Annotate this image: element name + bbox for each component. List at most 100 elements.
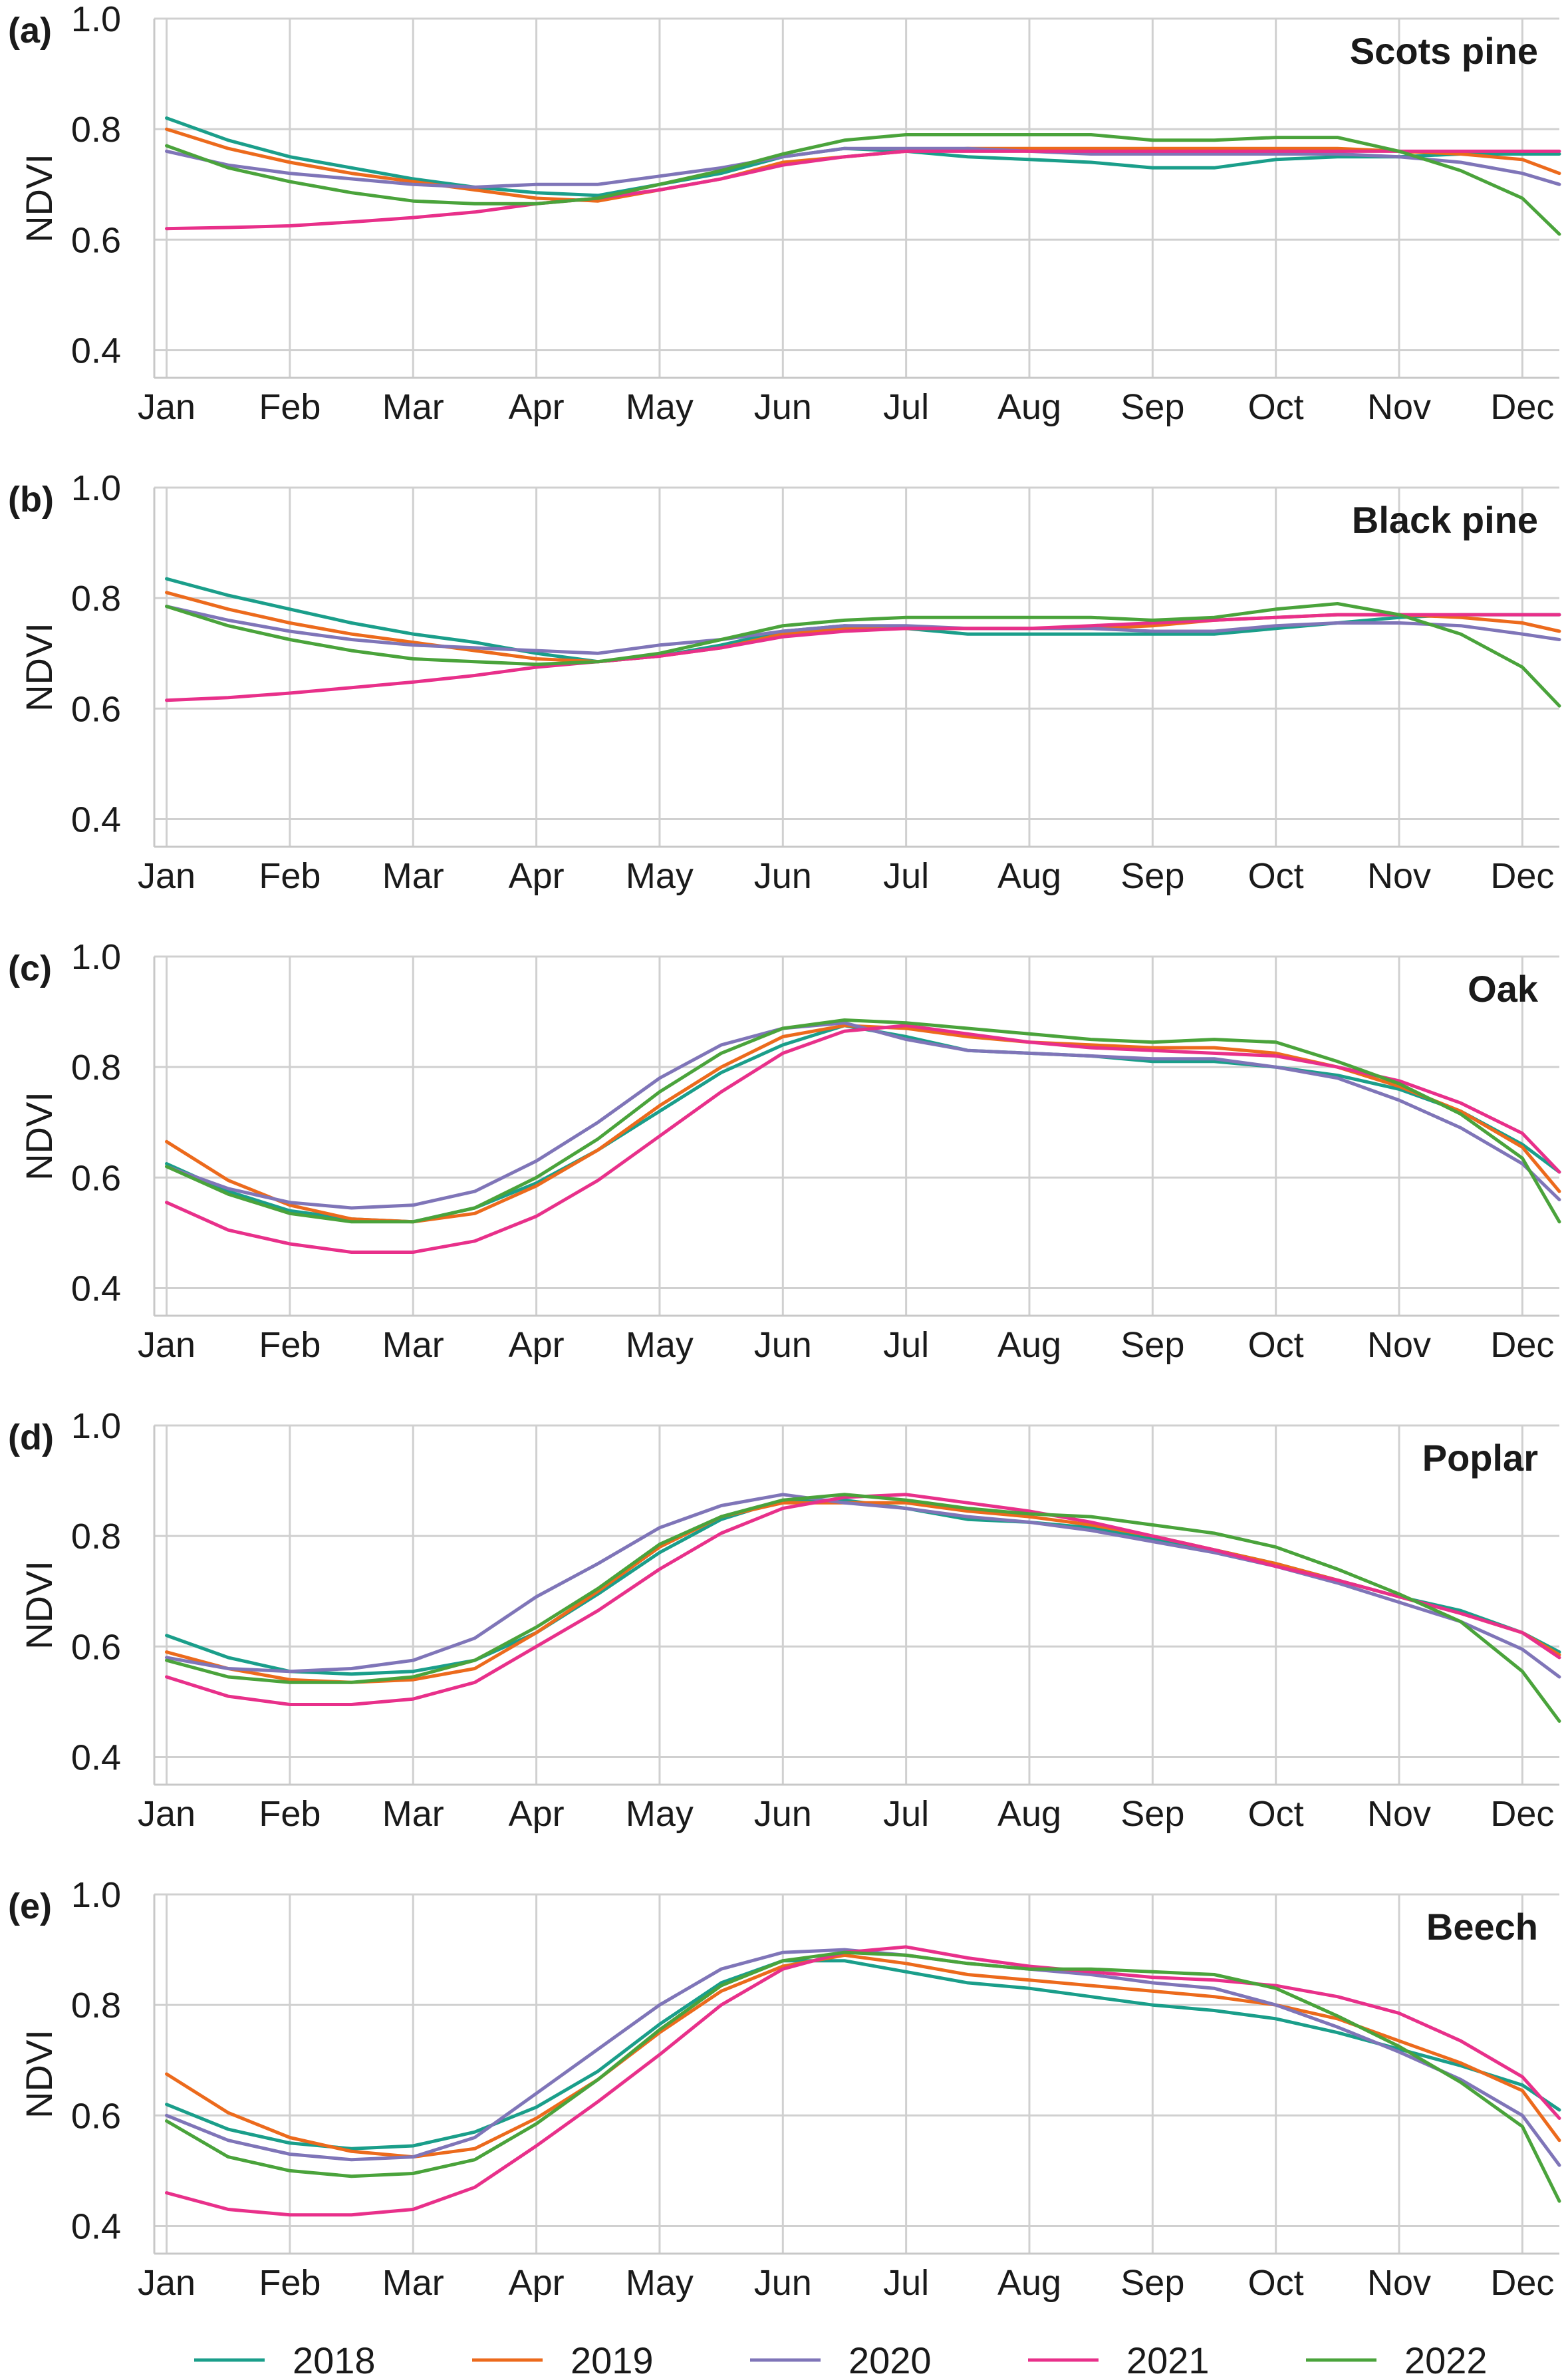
x-tick-label: Nov (1367, 1794, 1431, 1834)
x-tick-label: Nov (1367, 1325, 1431, 1365)
x-tick-label: Oct (1248, 856, 1304, 896)
panel-title: Oak (1468, 968, 1539, 1010)
x-tick-label: Nov (1367, 856, 1431, 896)
panel-label: (b) (8, 480, 54, 520)
x-tick-label: Jan (138, 2263, 196, 2303)
panel-title: Black pine (1352, 499, 1538, 541)
panel-oak: 0.4 0.6 0.8 1.0 Jan Feb Mar Apr May Jun Jul Aug Sep O… (8, 937, 1561, 1365)
y-tick-label: 1.0 (71, 1406, 121, 1446)
x-tick-label: Dec (1490, 387, 1554, 427)
x-tick-label: Feb (259, 387, 321, 427)
series-line-2022 (165, 602, 1561, 708)
x-tick-label: Jun (754, 856, 812, 896)
x-tick-label: Dec (1490, 856, 1554, 896)
panel-title: Beech (1426, 1906, 1538, 1948)
x-tick-label: Jan (138, 1325, 196, 1365)
y-axis-label: NDVI (18, 2029, 60, 2119)
x-tick-label: Jun (754, 387, 812, 427)
x-tick-label: Mar (382, 1325, 444, 1365)
panel-title: Scots pine (1350, 30, 1538, 72)
x-tick-label: Jan (138, 856, 196, 896)
series-line-2018 (165, 1959, 1561, 2151)
x-tick-label: Sep (1120, 387, 1184, 427)
x-tick-label: Apr (509, 856, 565, 896)
series-line-2022 (165, 1493, 1561, 1723)
x-tick-label: Aug (997, 1794, 1061, 1834)
x-tick-label: Feb (259, 1325, 321, 1365)
x-tick-label: Mar (382, 1794, 444, 1834)
y-tick-label: 0.6 (71, 689, 121, 729)
legend: 2018 2019 2020 2021 2022 (194, 2339, 1488, 2380)
x-tick-label: Jul (883, 1325, 929, 1365)
y-axis-label: NDVI (18, 154, 60, 243)
y-tick-label: 0.4 (71, 1737, 121, 1777)
series-line-2019 (165, 1953, 1561, 2159)
y-tick-label: 0.4 (71, 1268, 121, 1308)
legend-item-2021: 2021 (1028, 2339, 1210, 2380)
x-tick-label: Sep (1120, 1325, 1184, 1365)
series-line-2019 (165, 1501, 1561, 1684)
x-tick-label: Dec (1490, 1794, 1554, 1834)
x-tick-label: Dec (1490, 2263, 1554, 2303)
y-tick-label: 1.0 (71, 0, 121, 39)
series-line-2020 (165, 605, 1561, 655)
panels: 0.4 0.6 0.8 1.0 Jan Feb Mar Apr May Jun Jul Aug Sep O… (8, 0, 1561, 2303)
x-tick-label: Jan (138, 387, 196, 427)
x-tick-label: Jul (883, 856, 929, 896)
legend-label: 2019 (571, 2339, 654, 2380)
series-line-2022 (165, 133, 1561, 236)
panel-black-pine: 0.4 0.6 0.8 1.0 Jan Feb Mar Apr May Jun Jul Aug Sep O… (8, 468, 1561, 896)
x-tick-label: May (626, 2263, 694, 2303)
y-tick-label: 0.4 (71, 800, 121, 839)
y-axis-label: NDVI (18, 1561, 60, 1650)
panel-label: (d) (8, 1417, 54, 1457)
legend-label: 2018 (293, 2339, 376, 2380)
x-tick-label: Jan (138, 1794, 196, 1834)
series-line-2022 (165, 1018, 1561, 1224)
series-line-2020 (165, 1948, 1561, 2167)
series-line-2021 (165, 1945, 1561, 2217)
x-tick-label: Oct (1248, 1325, 1304, 1365)
panel-label: (e) (8, 1886, 52, 1926)
legend-label: 2021 (1126, 2339, 1210, 2380)
x-tick-label: May (626, 856, 694, 896)
legend-item-2022: 2022 (1306, 2339, 1488, 2380)
series-line-2021 (165, 1024, 1561, 1254)
y-tick-label: 0.6 (71, 220, 121, 260)
y-axis-label: NDVI (18, 623, 60, 712)
x-tick-label: Nov (1367, 387, 1431, 427)
x-tick-label: Aug (997, 856, 1061, 896)
x-tick-label: Feb (259, 2263, 321, 2303)
x-tick-label: Aug (997, 1325, 1061, 1365)
panel-label: (a) (8, 11, 52, 51)
panel-label: (c) (8, 949, 52, 988)
series-line-2020 (165, 1493, 1561, 1679)
legend-label: 2020 (848, 2339, 932, 2380)
x-tick-label: Feb (259, 1794, 321, 1834)
y-tick-label: 0.6 (71, 1158, 121, 1198)
legend-item-2018: 2018 (194, 2339, 376, 2380)
x-tick-label: May (626, 1325, 694, 1365)
series-line-2021 (165, 149, 1561, 231)
y-tick-label: 0.8 (71, 1986, 121, 2025)
x-tick-label: Oct (1248, 2263, 1304, 2303)
x-tick-label: Feb (259, 856, 321, 896)
x-tick-label: Jul (883, 387, 929, 427)
x-tick-label: Mar (382, 856, 444, 896)
series-line-2021 (165, 613, 1561, 702)
panel-scots-pine: 0.4 0.6 0.8 1.0 Jan Feb Mar Apr May Jun Jul Aug Sep O… (8, 0, 1561, 427)
x-tick-label: Jun (754, 1325, 812, 1365)
y-tick-label: 0.8 (71, 1517, 121, 1557)
legend-item-2019: 2019 (472, 2339, 654, 2380)
y-tick-label: 0.8 (71, 579, 121, 619)
x-tick-label: Dec (1490, 1325, 1554, 1365)
x-tick-label: Aug (997, 387, 1061, 427)
x-tick-label: Sep (1120, 2263, 1184, 2303)
y-tick-label: 1.0 (71, 937, 121, 977)
y-tick-label: 0.6 (71, 2096, 121, 2136)
panel-poplar: 0.4 0.6 0.8 1.0 Jan Feb Mar Apr May Jun Jul Aug Sep O… (8, 1406, 1561, 1834)
series-line-2018 (165, 1024, 1561, 1224)
y-tick-label: 1.0 (71, 1875, 121, 1915)
series-line-2020 (165, 1021, 1561, 1210)
